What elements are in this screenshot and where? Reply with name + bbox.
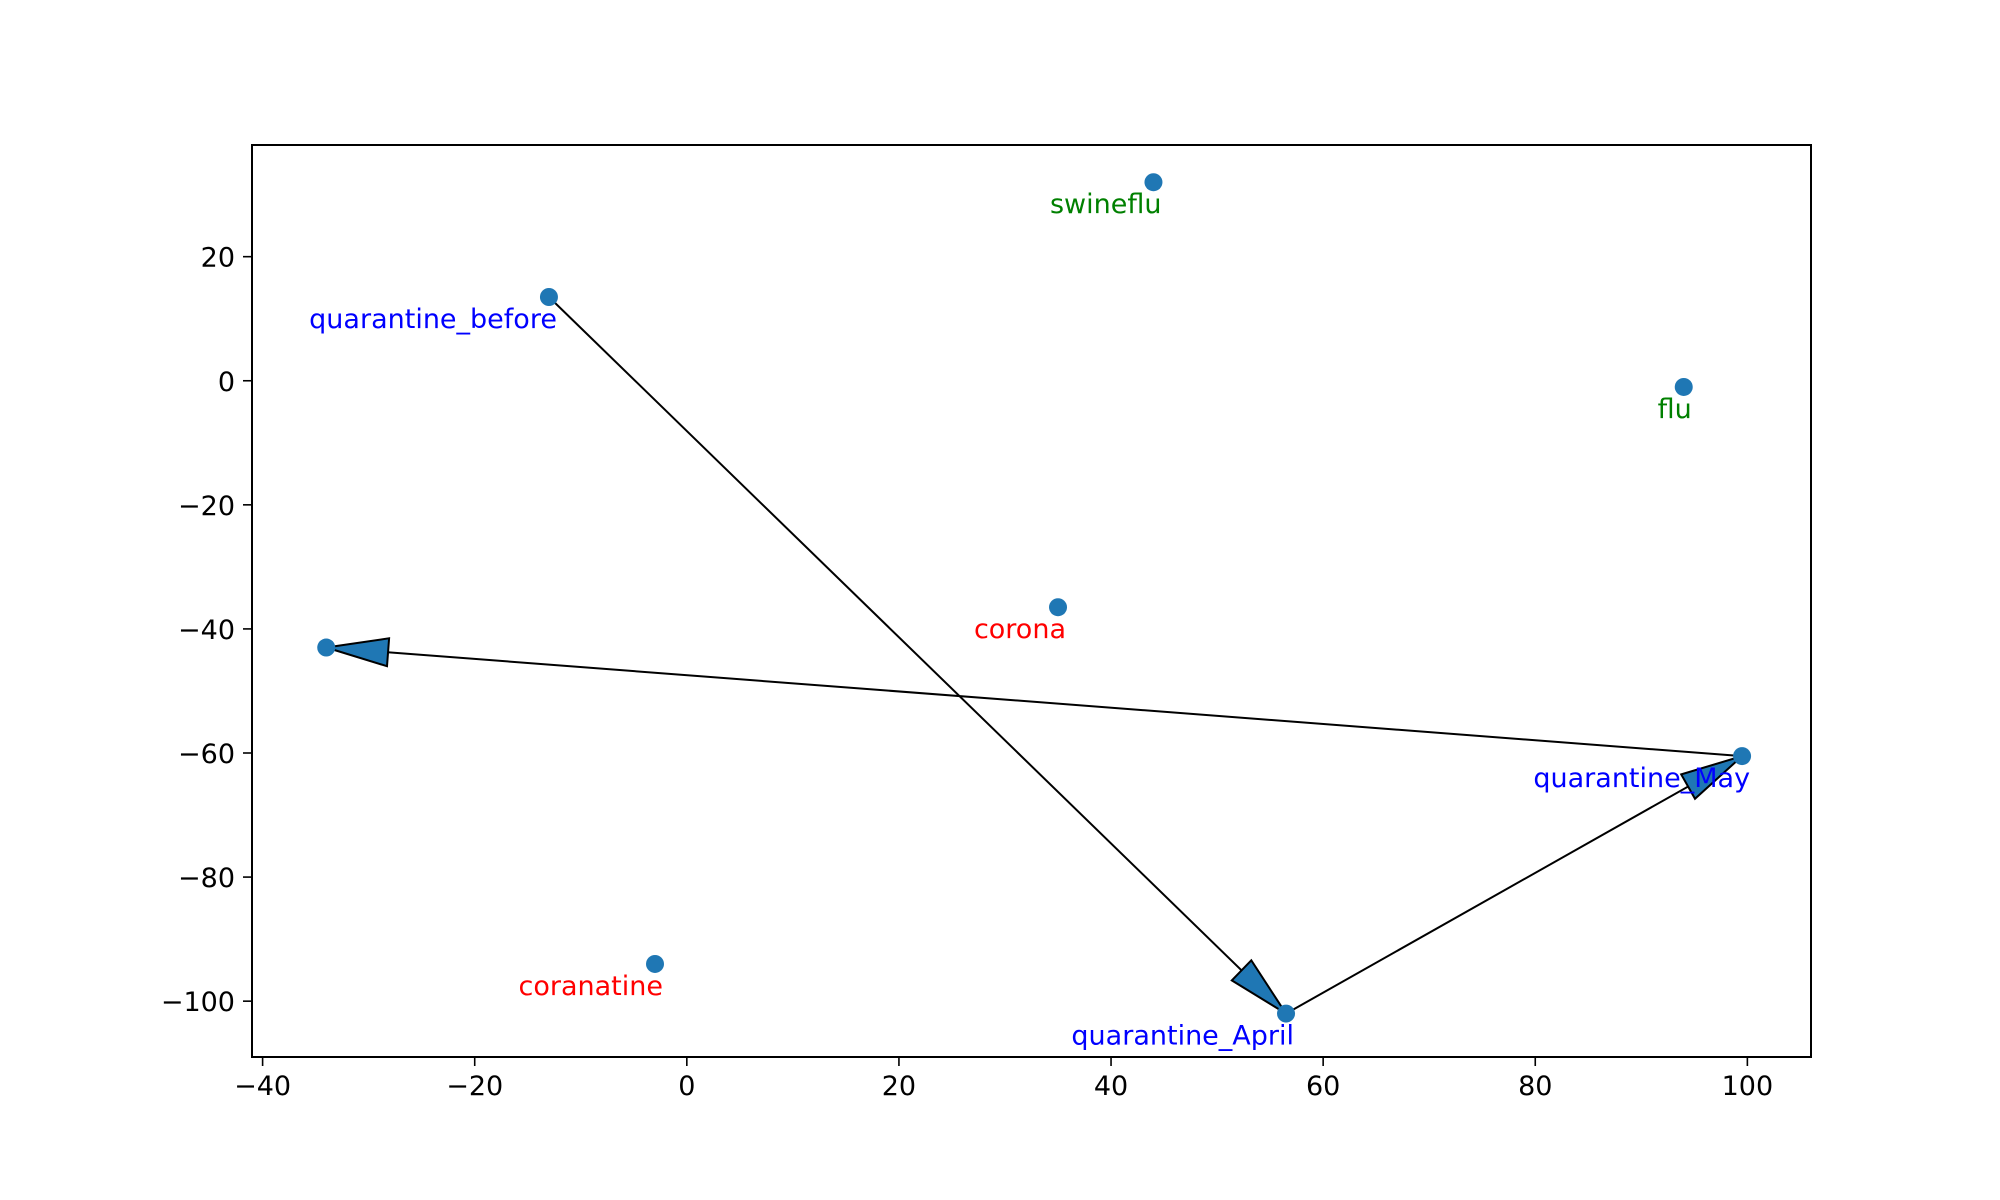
- y-tick-label: 0: [218, 367, 235, 398]
- x-tick-label: 80: [1518, 1071, 1552, 1102]
- y-tick-label: −100: [161, 987, 235, 1018]
- x-tick-label: 40: [1094, 1071, 1128, 1102]
- y-tick-label: −60: [178, 739, 235, 770]
- x-tick-label: 100: [1722, 1071, 1774, 1102]
- point-label: quarantine_before: [309, 304, 557, 335]
- plot-frame: [251, 144, 1812, 1058]
- x-tick-label: −40: [234, 1071, 291, 1102]
- x-tick-label: 0: [678, 1071, 695, 1102]
- point-label: flu: [1658, 394, 1692, 425]
- plot-background: [252, 145, 1811, 1057]
- points-layer: [317, 173, 1752, 1023]
- arrow-head: [1679, 755, 1743, 801]
- x-axis: −40 −20 0 20 40 60 80 100: [234, 1057, 1773, 1102]
- point-label: quarantine_May: [1533, 763, 1750, 794]
- scatter-point: [539, 288, 558, 306]
- arrows-layer: [325, 296, 1743, 1015]
- y-axis: 20 0 −20 −40 −60 −80 −100: [161, 243, 252, 1018]
- y-tick-label: 20: [201, 243, 235, 274]
- x-tick-label: 60: [1306, 1071, 1340, 1102]
- scatter-point: [1144, 173, 1163, 192]
- arrow-head: [1230, 958, 1287, 1015]
- point-label: quarantine_April: [1071, 1021, 1294, 1052]
- point-label: coranatine: [519, 971, 663, 1002]
- scatter-point: [1733, 747, 1752, 766]
- y-tick-label: −40: [178, 615, 235, 646]
- y-tick-label: −80: [178, 863, 235, 894]
- scatter-point: [317, 638, 336, 657]
- arrow-line: [548, 296, 1287, 1015]
- arrow-line: [326, 646, 1743, 758]
- scatter-point: [1049, 598, 1068, 617]
- x-tick-label: 20: [882, 1071, 916, 1102]
- arrow-line: [1285, 755, 1743, 1015]
- scatter-point: [1277, 1004, 1296, 1023]
- point-label: corona: [974, 614, 1066, 645]
- scatter-point: [646, 954, 665, 973]
- y-tick-label: −20: [178, 491, 235, 522]
- point-label: swineflu: [1050, 189, 1162, 220]
- arrow-head: [325, 637, 391, 668]
- scatter-point: [1674, 377, 1693, 396]
- x-tick-label: −20: [446, 1071, 503, 1102]
